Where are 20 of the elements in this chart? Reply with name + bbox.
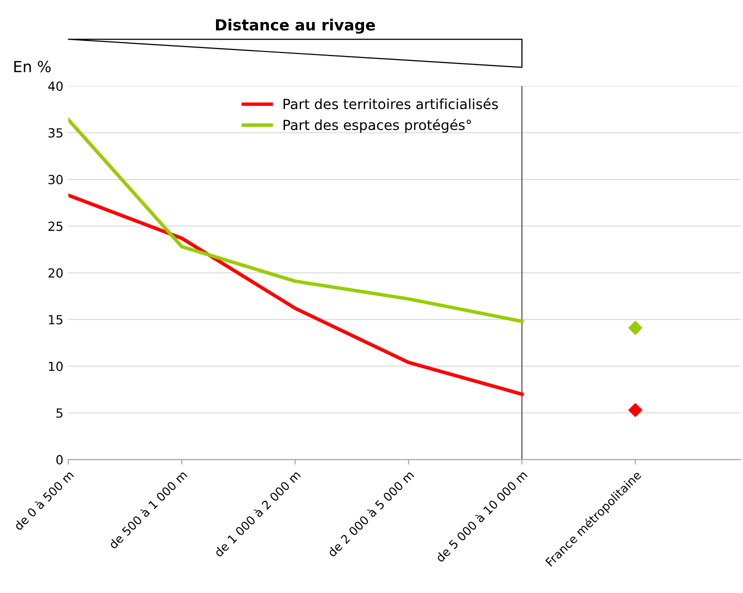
x-tick-label: de 500 à 1 000 m bbox=[108, 470, 188, 550]
y-tick-label: 5 bbox=[56, 408, 62, 418]
y-tick-label: 15 bbox=[48, 315, 62, 324]
y-tick-label: 20 bbox=[48, 268, 63, 278]
y-tick-label: 0 bbox=[56, 455, 63, 464]
y-tick-label: 30 bbox=[48, 174, 63, 184]
y-axis-title: En % bbox=[14, 60, 51, 72]
x-tick-label: de 2 000 à 5 000 m bbox=[326, 470, 414, 558]
chart-title: Distance au rivage bbox=[216, 18, 375, 34]
x-tick-label: de 0 à 500 m bbox=[12, 470, 74, 531]
line-series bbox=[68, 194, 524, 396]
y-tick-label: 35 bbox=[48, 128, 62, 138]
line-series bbox=[68, 118, 524, 324]
y-tick-label: 25 bbox=[48, 222, 62, 232]
x-tick-label: de 1 000 à 2 000 m bbox=[213, 470, 301, 558]
legend-label: Part des espaces protégés° bbox=[284, 118, 471, 133]
x-tick-label: de 5 000 à 10 000 m bbox=[434, 470, 528, 563]
y-tick-label: 40 bbox=[48, 81, 63, 91]
legend-label: Part des territoires artificialisés bbox=[284, 98, 498, 110]
y-tick-label: 10 bbox=[48, 362, 63, 372]
